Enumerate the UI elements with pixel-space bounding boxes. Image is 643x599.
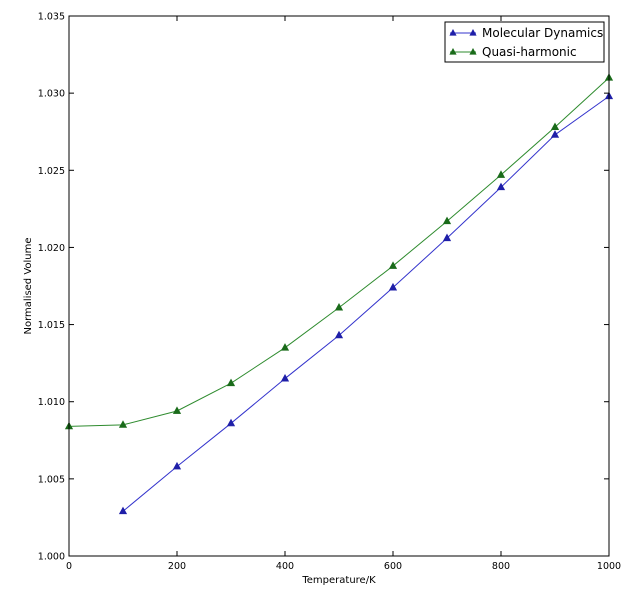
data-point-0-6 — [442, 233, 452, 242]
x-tick-label: 1000 — [597, 561, 621, 572]
data-point-0-1 — [172, 461, 182, 470]
axes: 0 200 400 600 800 1000 1.000 1.005 1.010 1.015 1.0… — [23, 12, 621, 587]
data-point-0-5 — [388, 282, 398, 291]
data-point-0-4 — [334, 330, 344, 339]
legend-marker-0 — [449, 29, 457, 36]
legend-label-1: Quasi-harmonic — [482, 45, 577, 59]
data-point-1-4 — [280, 343, 290, 351]
y-tick-label: 1.020 — [38, 243, 65, 254]
data-point-0-0 — [118, 506, 128, 515]
y-tick-label: 1.015 — [38, 320, 65, 331]
data-point-1-6 — [388, 261, 398, 269]
plot-frame — [68, 15, 610, 557]
x-tick-label: 0 — [66, 561, 72, 572]
x-tick-label: 200 — [168, 561, 186, 572]
data-point-0-7 — [496, 182, 506, 191]
legend-box — [444, 21, 605, 63]
data-point-0-8 — [550, 130, 560, 138]
y-tick-label: 1.000 — [38, 552, 65, 563]
data-point-0-3 — [280, 373, 290, 382]
data-point-0-2 — [226, 418, 236, 427]
data-point-1-9 — [550, 122, 560, 130]
data-point-1-7 — [442, 216, 452, 225]
legend-label-0: Molecular Dynamics — [482, 26, 603, 40]
series-line-1 — [68, 77, 610, 427]
data-point-1-1 — [118, 420, 128, 428]
series-line-0 — [122, 95, 610, 512]
y-tick-label: 1.005 — [38, 474, 65, 485]
y-axis-label: Normalised Volume — [23, 237, 34, 334]
y-tick-label: 1.035 — [38, 12, 65, 23]
legend-marker-0 — [469, 29, 477, 36]
plot-area — [64, 73, 614, 515]
y-tick-label: 1.030 — [38, 89, 65, 100]
x-tick-label: 400 — [276, 561, 294, 572]
data-point-1-8 — [496, 170, 506, 178]
data-point-1-2 — [172, 406, 182, 414]
y-tick-label: 1.025 — [38, 166, 65, 177]
y-tick-label: 1.010 — [38, 397, 65, 408]
legend-marker-1 — [469, 48, 477, 55]
x-tick-label: 600 — [384, 561, 402, 572]
data-point-1-5 — [334, 302, 344, 311]
legend: Molecular Dynamics Quasi-harmonic — [444, 21, 605, 63]
x-axis-label: Temperature/K — [301, 575, 376, 586]
data-point-1-3 — [226, 378, 236, 387]
x-tick-label: 800 — [492, 561, 510, 572]
legend-marker-1 — [449, 48, 457, 55]
